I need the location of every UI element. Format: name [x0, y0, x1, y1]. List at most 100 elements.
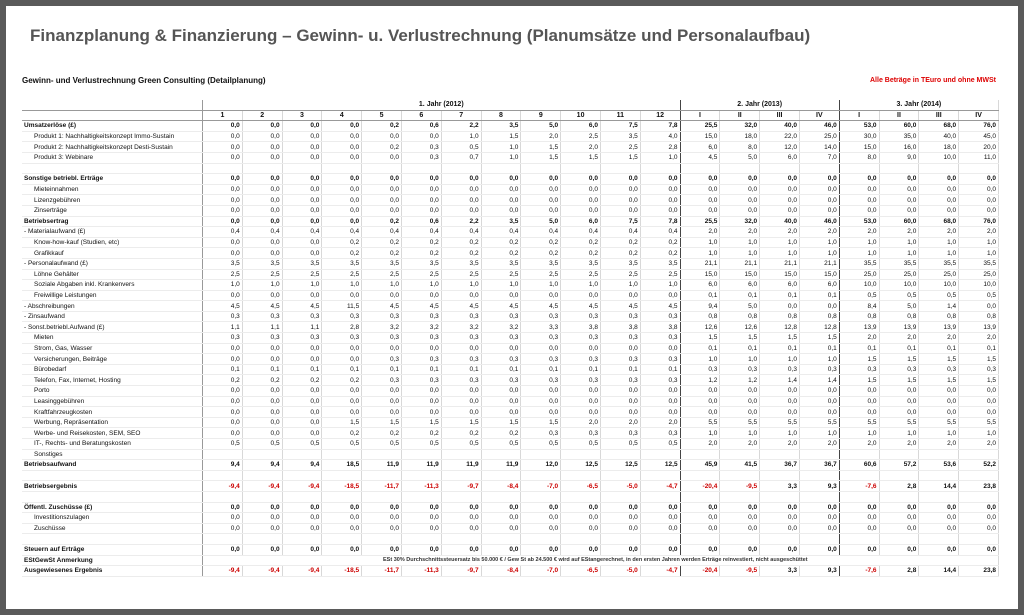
- value-cell: -4,7: [640, 565, 681, 577]
- value-cell: 0,0: [918, 502, 960, 514]
- value-cell: 1,4: [918, 300, 960, 312]
- value-cell: 0,3: [560, 427, 601, 439]
- value-cell: 0,3: [600, 311, 641, 323]
- value-cell: 0,0: [680, 523, 721, 535]
- value-cell: 0,0: [958, 184, 999, 196]
- value-cell: 15,0: [680, 131, 721, 143]
- value-cell: 1,0: [242, 279, 283, 291]
- value-cell: 0,3: [282, 311, 323, 323]
- row: Freiwillige Leistungen 0,0 0,0 0,0 0,0 0,0 0,0…: [22, 290, 999, 302]
- value-cell: 0,0: [918, 194, 960, 206]
- value-cell: 2,2: [441, 120, 482, 132]
- cell: [401, 449, 442, 461]
- value-cell: 46,0: [799, 215, 840, 228]
- row-label: Zinserträge: [22, 205, 203, 217]
- value-cell: 2,5: [242, 269, 283, 281]
- value-cell: 0,0: [600, 512, 641, 524]
- value-cell: 0,0: [560, 544, 601, 556]
- cell: [600, 491, 641, 503]
- value-cell: 0,0: [401, 523, 442, 535]
- value-cell: 6,0: [560, 120, 601, 132]
- value-cell: 8,0: [839, 152, 880, 164]
- row-label: Leasinggebühren: [22, 396, 203, 408]
- row-label: Soziale Abgaben inkl. Krankenvers: [22, 279, 203, 291]
- value-cell: 0,0: [839, 523, 880, 535]
- value-cell: 0,0: [799, 184, 840, 196]
- row: Umsatzerlöse (£) 0,0 0,0 0,0 0,0 0,2 0,6 2,2 3,5…: [22, 120, 999, 132]
- value-cell: 0,0: [202, 544, 243, 556]
- row: Sonstiges: [22, 449, 999, 461]
- row: - Abschreibungen 4,5 4,5 4,5 11,5 4,5 4,5 4,5 4,…: [22, 300, 999, 312]
- value-cell: 1,0: [680, 427, 721, 439]
- value-cell: 35,5: [879, 258, 920, 270]
- value-cell: 12,8: [759, 321, 800, 334]
- value-cell: 0,0: [640, 502, 681, 514]
- value-cell: 0,3: [481, 353, 522, 365]
- value-cell: 3,5: [600, 258, 641, 270]
- cell: [282, 470, 323, 482]
- value-cell: 1,5: [759, 332, 800, 344]
- value-cell: 0,0: [560, 173, 601, 185]
- value-cell: -18,5: [321, 480, 363, 492]
- value-cell: 0,1: [560, 364, 601, 376]
- value-cell: 0,0: [361, 544, 402, 556]
- row-label: Sonstiges: [22, 449, 203, 461]
- value-cell: 0,0: [560, 396, 601, 408]
- value-cell: 0,0: [282, 215, 323, 228]
- value-cell: 0,2: [481, 247, 522, 259]
- cell: [22, 470, 203, 482]
- value-cell: 0,0: [282, 237, 323, 249]
- cell: [22, 163, 203, 175]
- value-cell: 0,3: [640, 353, 681, 365]
- value-cell: 5,0: [520, 120, 562, 132]
- cell: [640, 533, 681, 545]
- value-cell: 12,6: [719, 321, 761, 334]
- value-cell: 0,1: [242, 364, 283, 376]
- value-cell: 1,5: [879, 374, 920, 387]
- year-header: 2. Jahr (2013): [680, 100, 840, 111]
- value-cell: 0,0: [600, 290, 641, 302]
- value-cell: 23,8: [958, 565, 999, 577]
- cell: [680, 533, 721, 545]
- value-cell: 0,0: [560, 502, 601, 514]
- value-cell: 12,0: [759, 141, 800, 153]
- value-cell: 0,4: [321, 226, 363, 238]
- value-cell: 0,0: [202, 385, 243, 397]
- row-label: Zuschüsse: [22, 523, 203, 535]
- row: - Materialaufwand (£) 0,4 0,4 0,4 0,4 0,4 0,4 0…: [22, 226, 999, 238]
- value-cell: 1,5: [799, 332, 840, 344]
- value-cell: 18,0: [719, 131, 761, 143]
- row-label: Umsatzerlöse (£): [22, 120, 203, 132]
- cell: [321, 470, 363, 482]
- cell: [282, 491, 323, 503]
- spacer-row: [22, 470, 999, 482]
- row: Strom, Gas, Wasser 0,0 0,0 0,0 0,0 0,0 0,0 0,0 0…: [22, 343, 999, 355]
- cell: [680, 449, 721, 461]
- cell: [22, 533, 203, 545]
- value-cell: 1,0: [759, 237, 800, 249]
- value-cell: 0,0: [202, 247, 243, 259]
- value-cell: 0,0: [401, 194, 442, 206]
- value-cell: 0,0: [879, 512, 920, 524]
- value-cell: 0,3: [441, 374, 482, 387]
- value-cell: 1,5: [918, 353, 960, 365]
- cell: [202, 470, 243, 482]
- value-cell: 0,5: [441, 438, 482, 450]
- value-cell: 0,0: [879, 194, 920, 206]
- value-cell: 0,2: [520, 237, 562, 249]
- value-cell: 6,0: [799, 279, 840, 291]
- value-cell: 0,3: [361, 311, 402, 323]
- value-cell: 0,4: [441, 226, 482, 238]
- value-cell: 0,0: [560, 512, 601, 524]
- row: Werbung, Repräsentation 0,0 0,0 0,0 1,5 1,5 1,…: [22, 417, 999, 429]
- value-cell: 0,0: [441, 523, 482, 535]
- value-cell: 2,0: [958, 438, 999, 450]
- value-cell: 0,1: [680, 290, 721, 302]
- value-cell: 0,0: [640, 396, 681, 408]
- row: - Personalaufwand (£) 3,5 3,5 3,5 3,5 3,5 3,5 3…: [22, 258, 999, 270]
- value-cell: 0,1: [759, 290, 800, 302]
- value-cell: 0,0: [441, 343, 482, 355]
- value-cell: 0,3: [600, 427, 641, 439]
- column-header: 2: [242, 110, 283, 122]
- value-cell: 2,0: [759, 438, 800, 450]
